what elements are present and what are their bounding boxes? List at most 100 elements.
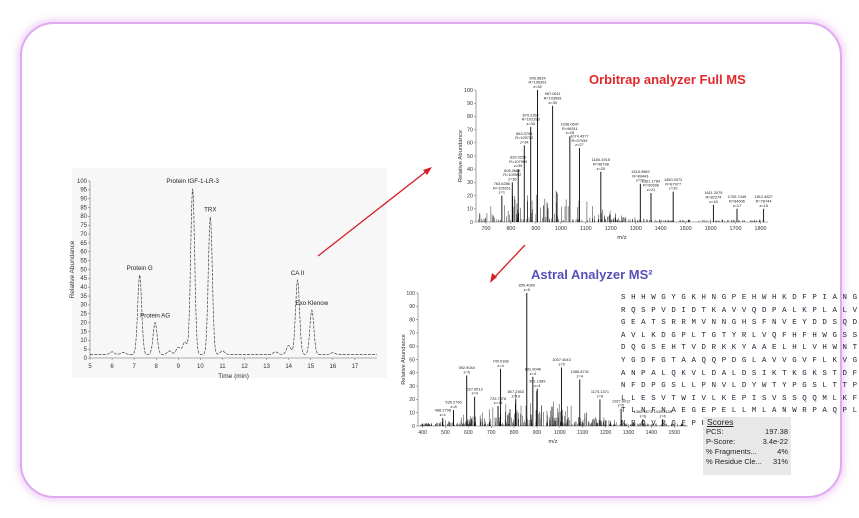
- x-tick-label: 1200: [605, 226, 617, 232]
- peak-annotation: z=28: [566, 130, 575, 135]
- y-tick-label: 35: [80, 294, 87, 300]
- y-tick-label: 100: [464, 88, 473, 94]
- y-tick-label: 20: [409, 397, 415, 403]
- x-tick-label: 1100: [580, 226, 592, 232]
- peak-annotation: R=109592: [503, 172, 521, 177]
- peak-annotation: z=5: [524, 287, 530, 292]
- peak-annotation: z=4: [497, 363, 504, 368]
- x-tick-label: 700: [481, 226, 490, 232]
- y-tick-label: 65: [80, 241, 87, 247]
- peak-annotation: 1812.4827: [754, 194, 772, 199]
- x-tick-label: 9: [177, 364, 181, 370]
- x-tick-label: 15: [307, 364, 314, 370]
- peak-annotation: 805.3666: [504, 168, 520, 173]
- y-tick-label: 90: [409, 304, 415, 310]
- x-tick-label: 16: [330, 364, 337, 370]
- y-tick-label: 70: [80, 232, 87, 238]
- score-row: P-Score: 3.4e-22: [703, 437, 791, 447]
- peak-annotation: z=33: [526, 121, 535, 126]
- peak-annotation: R=87977: [665, 181, 681, 186]
- score-row: % Residue Cle... 31%: [703, 457, 791, 467]
- y-tick-label: 100: [77, 179, 88, 185]
- x-tick-label: 1300: [623, 430, 635, 436]
- peak-label: Protein G: [127, 265, 153, 272]
- peak-annotation: z=16: [759, 203, 768, 208]
- peak-annotation: 1362.5873: [634, 409, 652, 414]
- peak-annotation: 729.7376: [490, 396, 506, 401]
- y-tick-label: 0: [84, 356, 88, 362]
- sequence-row: Y G D F G T A A Q Q P D G L A V V G V F …: [621, 355, 857, 368]
- arrow-to-orbitrap: [317, 169, 429, 257]
- peak-annotation: z=34: [520, 139, 529, 144]
- x-tick-label: 1500: [668, 430, 680, 436]
- peak-annotation: R=82274: [705, 195, 722, 200]
- x-tick-label: 600: [464, 430, 473, 436]
- peak-annotation: 853.3794: [516, 131, 533, 136]
- sequence-residues: R Q S P V D I D T K A V V Q D P A L K P …: [621, 306, 859, 315]
- peak-annotation: z=19: [511, 393, 520, 398]
- peak-annotation: 1705.7445: [728, 194, 746, 199]
- x-tick-label: 700: [487, 430, 496, 436]
- x-tick-label: 7: [132, 364, 136, 370]
- peak-annotation: 967.0611: [545, 91, 561, 96]
- y-tick-label: 90: [467, 101, 473, 107]
- peak-annotation: R=107969: [509, 159, 527, 164]
- peak-annotation: z=6: [640, 413, 646, 418]
- sequence-row: T L N F N A E G E P E L L M L A N W R P …: [621, 405, 857, 418]
- arrow-to-astral: [492, 244, 526, 280]
- y-tick-label: 30: [80, 303, 87, 309]
- y-tick-label: 75: [80, 223, 87, 229]
- sequence-row: S H H W G Y G K H N G P E H W H K D F P …: [621, 292, 857, 305]
- peak-annotation: 1175.1371: [591, 389, 609, 394]
- y-tick-label: 60: [467, 141, 473, 147]
- y-tick-label: 80: [80, 214, 87, 220]
- chromatogram-trace: [90, 188, 377, 355]
- x-tick-label: 1100: [577, 430, 588, 436]
- astral-title: Astral Analyzer MS²: [531, 267, 653, 282]
- y-tick-label: 50: [80, 267, 87, 273]
- y-tick-label: 20: [467, 193, 473, 199]
- y-axis-label: Relative Abundance: [401, 334, 407, 385]
- peak-annotation: z=18: [709, 199, 718, 204]
- y-tick-label: 10: [467, 207, 473, 213]
- peak-annotation: 1086.8731: [571, 369, 589, 374]
- score-label: % Residue Cle...: [706, 457, 762, 466]
- sequence-residues: N R Q V R G F P K: [621, 419, 707, 428]
- sequence-row: D Q G S E H T V D R K K Y A A E L H L V …: [621, 342, 857, 355]
- x-tick-label: 1500: [680, 226, 692, 232]
- peak-annotation: z=13: [494, 400, 503, 405]
- score-label: P-Score:: [706, 437, 736, 446]
- peak-annotation: z=30: [548, 100, 557, 105]
- arrows: [317, 167, 526, 283]
- x-tick-label: 8: [155, 364, 159, 370]
- x-axis-label: m/z: [617, 235, 627, 241]
- peak-annotation: z=27: [575, 142, 584, 147]
- sequence-row: G E A T S R R M V N N G H S F N V E Y D …: [621, 317, 857, 330]
- y-tick-label: 80: [409, 317, 415, 323]
- x-tick-label: 800: [510, 430, 519, 436]
- peak-annotation: 1611.2075: [704, 190, 722, 195]
- sequence-residues: A N P A L Q K V L D A L D S I K T K G K …: [621, 369, 859, 378]
- sequence-coverage: S H H W G Y G K H N G P E H W H K D F P …: [621, 292, 857, 431]
- x-tick-label: 10: [197, 364, 204, 370]
- x-tick-label: 800: [506, 226, 515, 232]
- peak-annotation: z=5: [618, 403, 624, 408]
- x-tick-label: 1200: [600, 430, 612, 436]
- x-tick-label: 5: [88, 364, 92, 370]
- peak-annotation: 627.6512: [467, 386, 483, 391]
- peak-annotation: R=105720: [515, 135, 534, 140]
- y-tick-label: 10: [80, 338, 87, 344]
- peak-annotation: 1450.0372: [664, 177, 682, 182]
- peak-label: Protein AG: [140, 313, 170, 320]
- peak-annotation: z=4: [530, 371, 537, 376]
- y-tick-label: 70: [467, 127, 473, 133]
- y-tick-label: 30: [467, 180, 473, 186]
- score-row: PCS: 197.38: [703, 427, 791, 437]
- peak-annotation: 1267.6012: [612, 398, 630, 403]
- sequence-residues: L L E S V T W I V L K E P I S V S S Q Q …: [621, 394, 859, 403]
- peak-annotation: R=90696: [643, 183, 659, 188]
- peak-label: Protein IGF-1-LR-3: [166, 178, 219, 185]
- peak-annotation: z=4: [577, 373, 584, 378]
- peak-annotation: z=5: [464, 369, 470, 374]
